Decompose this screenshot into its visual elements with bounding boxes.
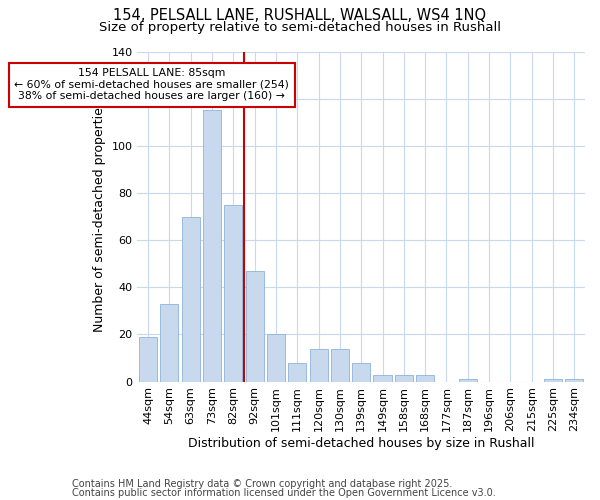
Bar [267,334,285,382]
Text: 154 PELSALL LANE: 85sqm
← 60% of semi-detached houses are smaller (254)
38% of s: 154 PELSALL LANE: 85sqm ← 60% of semi-de… [14,68,289,101]
Bar [544,379,562,382]
Bar [310,348,328,382]
Bar [288,362,307,382]
Bar [203,110,221,382]
Text: 154, PELSALL LANE, RUSHALL, WALSALL, WS4 1NQ: 154, PELSALL LANE, RUSHALL, WALSALL, WS4… [113,8,487,22]
Bar [182,216,200,382]
Bar [459,379,477,382]
Text: Contains HM Land Registry data © Crown copyright and database right 2025.: Contains HM Land Registry data © Crown c… [72,479,452,489]
Bar [245,271,263,382]
Bar [565,379,583,382]
Bar [139,337,157,382]
Bar [160,304,178,382]
Bar [395,374,413,382]
Bar [416,374,434,382]
Bar [331,348,349,382]
Bar [352,362,370,382]
Bar [373,374,392,382]
Y-axis label: Number of semi-detached properties: Number of semi-detached properties [93,101,106,332]
X-axis label: Distribution of semi-detached houses by size in Rushall: Distribution of semi-detached houses by … [188,437,535,450]
Text: Contains public sector information licensed under the Open Government Licence v3: Contains public sector information licen… [72,488,496,498]
Text: Size of property relative to semi-detached houses in Rushall: Size of property relative to semi-detach… [99,21,501,34]
Bar [224,205,242,382]
